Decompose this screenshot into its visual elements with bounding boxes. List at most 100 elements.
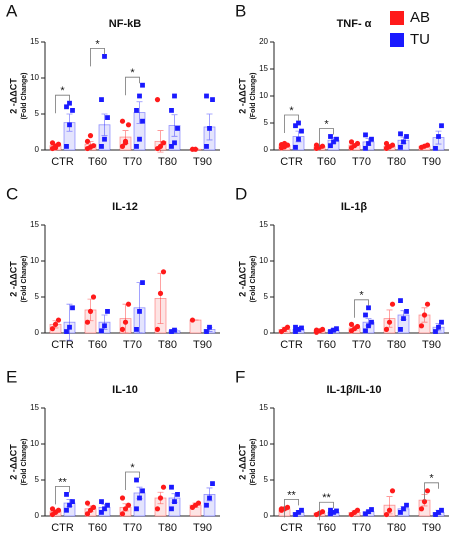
data-point [386,507,393,513]
y-tick-label: 15 [259,220,268,229]
data-point [70,108,75,113]
data-point [369,319,374,325]
data-point [84,138,91,144]
data-point [99,499,104,504]
data-point [293,144,298,150]
data-point [154,97,161,103]
data-point [334,136,339,142]
data-point [334,326,339,332]
x-tick-label: T70 [352,156,371,168]
data-point [354,323,361,330]
data-point [70,305,75,311]
significance-label: * [95,38,100,50]
data-point [319,143,326,149]
data-point [204,93,209,99]
data-point [102,323,107,329]
data-point [348,321,355,327]
x-tick-label: T90 [422,339,441,351]
data-point [404,502,409,508]
data-point [64,507,69,513]
x-tick-label: T80 [387,522,406,534]
data-point [134,506,139,512]
data-point [401,506,406,512]
x-tick-label: T70 [352,522,371,534]
data-point [134,327,139,332]
data-point [119,495,126,501]
y-axis-label: 2 -ΔΔCT [237,444,247,480]
data-point [418,323,425,329]
y-axis-label: 2 -ΔΔCT [237,78,247,114]
x-tick-label: T70 [123,339,142,351]
data-point [293,123,298,129]
chart-title: IL-12 [112,201,138,213]
significance-bracket [284,114,299,133]
data-point [90,504,97,510]
data-point [195,500,202,506]
significance-label: * [130,462,135,474]
panel: E IL-10 2 -ΔΔCT (Fold Change) 0 5 10 15 CTR T60 T7… [6,367,220,534]
data-point [49,140,56,146]
data-point [55,507,62,513]
data-point [204,329,209,334]
data-point [436,510,441,515]
data-point [331,510,336,515]
data-point [401,139,406,145]
data-point [421,312,428,318]
y-axis-sublabel: (Fold Change) [250,255,257,302]
data-point [439,507,444,513]
panel: F IL-1β/IL-10 2 -ΔΔCT (Fold Change) 0 5 10 15 CT… [235,367,449,534]
data-point [369,136,374,142]
data-point [328,134,333,139]
significance-label: * [289,105,294,117]
data-point [207,126,212,131]
data-point [99,144,104,149]
data-point [398,131,403,137]
data-point [70,499,75,504]
data-point [169,329,174,334]
data-point [169,506,174,512]
data-point [49,506,56,512]
data-point [122,138,129,144]
y-axis-label: 2 -ΔΔCT [8,261,18,297]
data-point [433,329,438,334]
data-point [172,93,177,99]
data-point [398,298,403,303]
data-point [137,309,142,314]
data-point [366,141,371,146]
data-point [122,319,129,325]
data-point [67,100,72,106]
data-point [424,142,431,148]
y-tick-label: 15 [30,403,39,412]
x-tick-label: CTR [280,522,303,534]
x-tick-label: T60 [317,522,336,534]
x-tick-label: T90 [193,339,212,351]
significance-bracket [125,76,140,96]
x-tick-label: T90 [193,156,212,168]
data-point [169,144,174,149]
data-point [404,134,409,139]
data-point [175,126,180,131]
data-point [102,54,107,59]
x-tick-label: T60 [88,339,107,351]
data-point [439,319,444,325]
significance-bracket [55,486,70,505]
y-axis-sublabel: (Fold Change) [21,255,28,302]
data-point [299,128,304,134]
data-point [125,301,132,307]
x-tick-label: T70 [123,156,142,168]
data-point [284,324,291,330]
data-point [328,507,333,513]
y-tick-label: 10 [30,256,39,265]
x-tick-label: T90 [422,156,441,168]
chart-title: IL-1β/IL-10 [327,384,382,396]
panel-label: E [6,367,17,386]
data-point [433,145,438,151]
data-point [84,511,91,517]
y-tick-label: 0 [35,328,40,337]
data-point [401,316,406,321]
data-point [328,143,333,149]
data-point [160,269,167,275]
data-point [293,324,298,330]
significance-bracket [424,482,439,501]
data-point [169,484,174,490]
